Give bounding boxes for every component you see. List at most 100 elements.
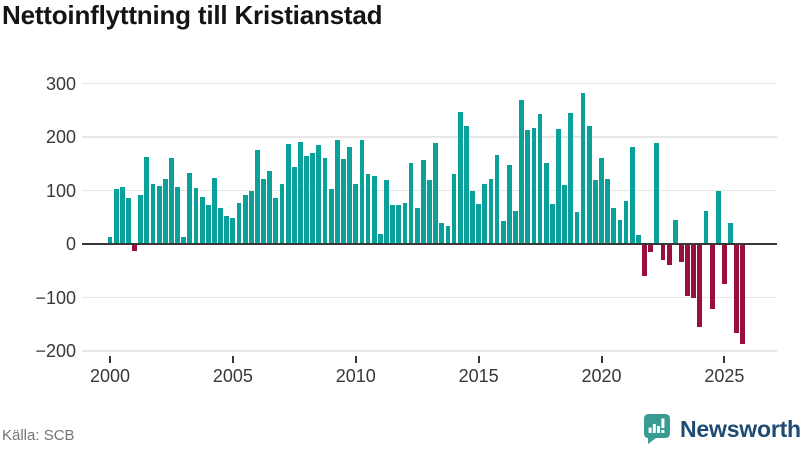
bar-2002-q1 [156,186,162,244]
bar-2022-q2 [654,143,660,244]
bar-2009-q4 [347,147,352,244]
zero-axis-line [82,242,777,246]
chart-title: Nettoinflyttning till Kristianstad [2,0,383,30]
bar-2021-q2 [629,146,635,244]
bar-2018-q4 [568,112,574,244]
bar-2007-q1 [279,184,285,244]
bar-2009-q2 [334,139,340,244]
bar-2021-q1 [623,201,629,244]
bar-2015-q4 [494,154,500,244]
bar-2022-q4 [666,244,672,265]
bar-2006-q2 [261,179,266,244]
bar-2001-q4 [150,184,156,244]
bar-2009-q3 [341,159,346,244]
x-axis-label: 2015 [458,366,499,386]
bar-2024-q2 [703,210,709,244]
bar-2014-q3 [463,126,469,244]
y-axis-label: 200 [45,127,76,147]
bar-2005-q2 [236,202,242,244]
bar-2002-q2 [162,179,168,244]
bar-2023-q4 [691,244,697,298]
bar-2007-q4 [298,142,303,244]
bar-2018-q3 [562,185,568,244]
y-axis-label: −200 [35,341,76,361]
bar-2025-q1 [722,244,727,284]
bar-2025-q3 [734,244,740,333]
bar-2014-q2 [457,112,463,244]
bar-2019-q4 [592,179,598,244]
bar-2012-q3 [414,207,420,244]
x-axis-label: 2010 [335,366,376,386]
bar-2011-q3 [390,204,396,244]
x-axis-tick [477,356,480,363]
bar-2019-q1 [574,211,580,244]
bar-2022-q1 [648,244,654,253]
bar-2016-q4 [519,99,525,244]
bar-2017-q4 [543,163,549,244]
bar-2016-q3 [513,210,518,244]
y-axis-label: 300 [45,73,76,94]
bar-2013-q3 [439,223,445,244]
x-axis-tick [354,356,357,363]
bar-2014-q1 [451,173,457,244]
bar-2020-q3 [611,207,617,244]
bar-2009-q1 [328,189,334,244]
bar-2023-q2 [678,244,684,262]
bar-2008-q2 [310,152,316,244]
bar-2005-q4 [248,191,254,244]
bar-2020-q4 [617,219,623,244]
bar-2019-q2 [580,92,586,244]
bar-2024-q3 [709,244,715,310]
bar-2011-q1 [377,234,383,244]
bar-2015-q3 [488,179,494,244]
bar-2010-q1 [353,184,359,244]
bar-2003-q4 [199,196,205,244]
gridline [82,82,777,85]
bar-2018-q2 [556,128,561,244]
bar-2020-q2 [605,179,611,244]
bar-2016-q2 [506,164,512,244]
bar-2020-q1 [599,158,604,244]
x-axis-label: 2020 [581,366,622,386]
bar-2000-q3 [119,186,125,244]
bar-2005-q1 [230,218,236,244]
bar-2024-q4 [715,190,721,244]
x-axis-label: 2025 [704,366,745,386]
bar-2001-q1 [132,244,137,252]
newsworthy-wordmark: Newsworthy [680,415,800,442]
bar-2004-q4 [224,216,230,244]
bar-2003-q1 [181,236,187,244]
bar-2019-q3 [586,126,592,244]
bar-2018-q1 [549,204,555,244]
gridline [82,136,777,138]
bar-2008-q1 [304,156,309,244]
bar-2010-q4 [371,176,377,244]
x-axis-tick [109,356,111,363]
gridline [82,296,777,299]
bar-2025-q2 [728,222,733,244]
bar-2003-q2 [187,172,193,244]
x-axis-tick [723,356,726,363]
bar-2004-q2 [212,178,217,244]
bar-2008-q3 [316,145,322,244]
bar-2017-q3 [537,113,543,244]
x-axis-tick [600,356,603,363]
bar-2002-q3 [169,158,174,244]
y-axis-label: 0 [65,234,76,254]
bar-2006-q3 [267,170,273,244]
bar-2017-q1 [525,130,531,244]
bar-2000-q1 [107,236,113,244]
bar-2006-q1 [255,149,260,244]
bar-2008-q4 [322,158,328,244]
source-label: Källa: SCB [2,427,75,444]
bar-2010-q3 [365,173,371,244]
y-axis-label: 100 [45,180,76,201]
bar-2001-q2 [138,194,144,244]
bar-2013-q1 [427,179,432,244]
bar-2007-q2 [285,143,291,244]
bar-2016-q1 [500,220,506,244]
bar-2015-q1 [476,204,482,244]
bar-2000-q4 [126,197,131,244]
